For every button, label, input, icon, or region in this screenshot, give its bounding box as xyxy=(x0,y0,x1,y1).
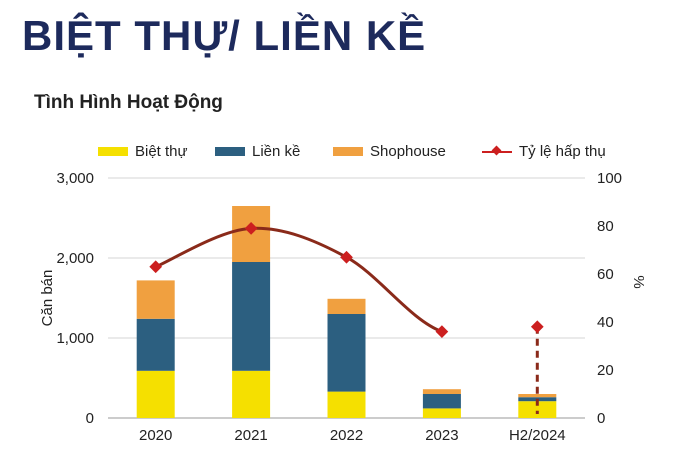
y-tick-label: 0 xyxy=(86,410,94,427)
bar-shophouse xyxy=(327,298,366,314)
legend-item-lien-ke: Liền kề xyxy=(215,143,300,160)
y2-tick-label: 80 xyxy=(597,218,614,235)
right-axis-ticks: 0 20 40 60 80 100 xyxy=(597,170,622,427)
legend-label-lien-ke: Liền kề xyxy=(252,143,301,160)
y2-axis-label: % xyxy=(630,275,647,288)
y-axis-label: Căn bán xyxy=(39,270,56,327)
page-title: BIỆT THỰ/ LIỀN KỀ xyxy=(22,12,427,59)
y2-tick-label: 20 xyxy=(597,362,614,379)
legend-swatch-shophouse xyxy=(333,147,363,156)
legend-swatch-lien-ke xyxy=(215,147,245,156)
y2-tick-label: 60 xyxy=(597,266,614,283)
chart-subtitle: Tình Hình Hoạt Động xyxy=(34,92,223,113)
chart-legend: Biệt thự Liền kề Shophouse Tỷ lệ hấp thụ xyxy=(0,143,680,165)
x-tick-label: 2023 xyxy=(425,427,458,444)
bar-shophouse xyxy=(422,389,461,394)
absorption-line xyxy=(155,226,443,334)
x-tick-label: 2020 xyxy=(139,427,172,444)
y2-tick-label: 0 xyxy=(597,410,605,427)
bar-lien-ke xyxy=(136,318,175,371)
bar-lien-ke xyxy=(422,394,461,409)
legend-item-ty-le: Tỷ lệ hấp thụ xyxy=(482,143,606,160)
bar-lien-ke xyxy=(232,262,271,371)
bar-biet-thu xyxy=(327,391,366,418)
y-tick-label: 3,000 xyxy=(56,170,94,187)
legend-label-shophouse: Shophouse xyxy=(370,143,446,160)
bar-biet-thu xyxy=(232,370,271,418)
left-axis-ticks: 0 1,000 2,000 3,000 xyxy=(56,170,94,427)
y-tick-label: 2,000 xyxy=(56,250,94,267)
x-tick-label: 2022 xyxy=(330,427,363,444)
absorption-marker xyxy=(435,325,449,338)
bar-group xyxy=(136,206,557,418)
legend-swatch-ty-le xyxy=(482,147,512,156)
absorption-marker xyxy=(244,222,258,235)
legend-label-biet-thu: Biệt thự xyxy=(135,143,188,160)
y-tick-label: 1,000 xyxy=(56,330,94,347)
bar-shophouse xyxy=(136,280,175,319)
legend-label-ty-le: Tỷ lệ hấp thụ xyxy=(519,143,606,160)
y2-tick-label: 40 xyxy=(597,314,614,331)
absorption-marker xyxy=(149,260,163,274)
x-axis-ticks: 2020 2021 2022 2023 H2/2024 xyxy=(139,427,566,444)
x-tick-label: H2/2024 xyxy=(509,427,566,444)
bar-shophouse xyxy=(518,394,557,398)
absorption-line-group xyxy=(149,222,544,414)
bar-biet-thu xyxy=(518,401,557,418)
bar-lien-ke xyxy=(327,314,366,392)
legend-item-biet-thu: Biệt thự xyxy=(98,143,188,160)
legend-item-shophouse: Shophouse xyxy=(333,143,446,160)
legend-swatch-biet-thu xyxy=(98,147,128,156)
y2-tick-label: 100 xyxy=(597,170,622,187)
absorption-marker xyxy=(530,320,544,334)
bar-biet-thu xyxy=(422,408,461,418)
absorption-marker xyxy=(340,250,353,264)
x-tick-label: 2021 xyxy=(234,427,267,444)
bar-biet-thu xyxy=(136,370,175,418)
